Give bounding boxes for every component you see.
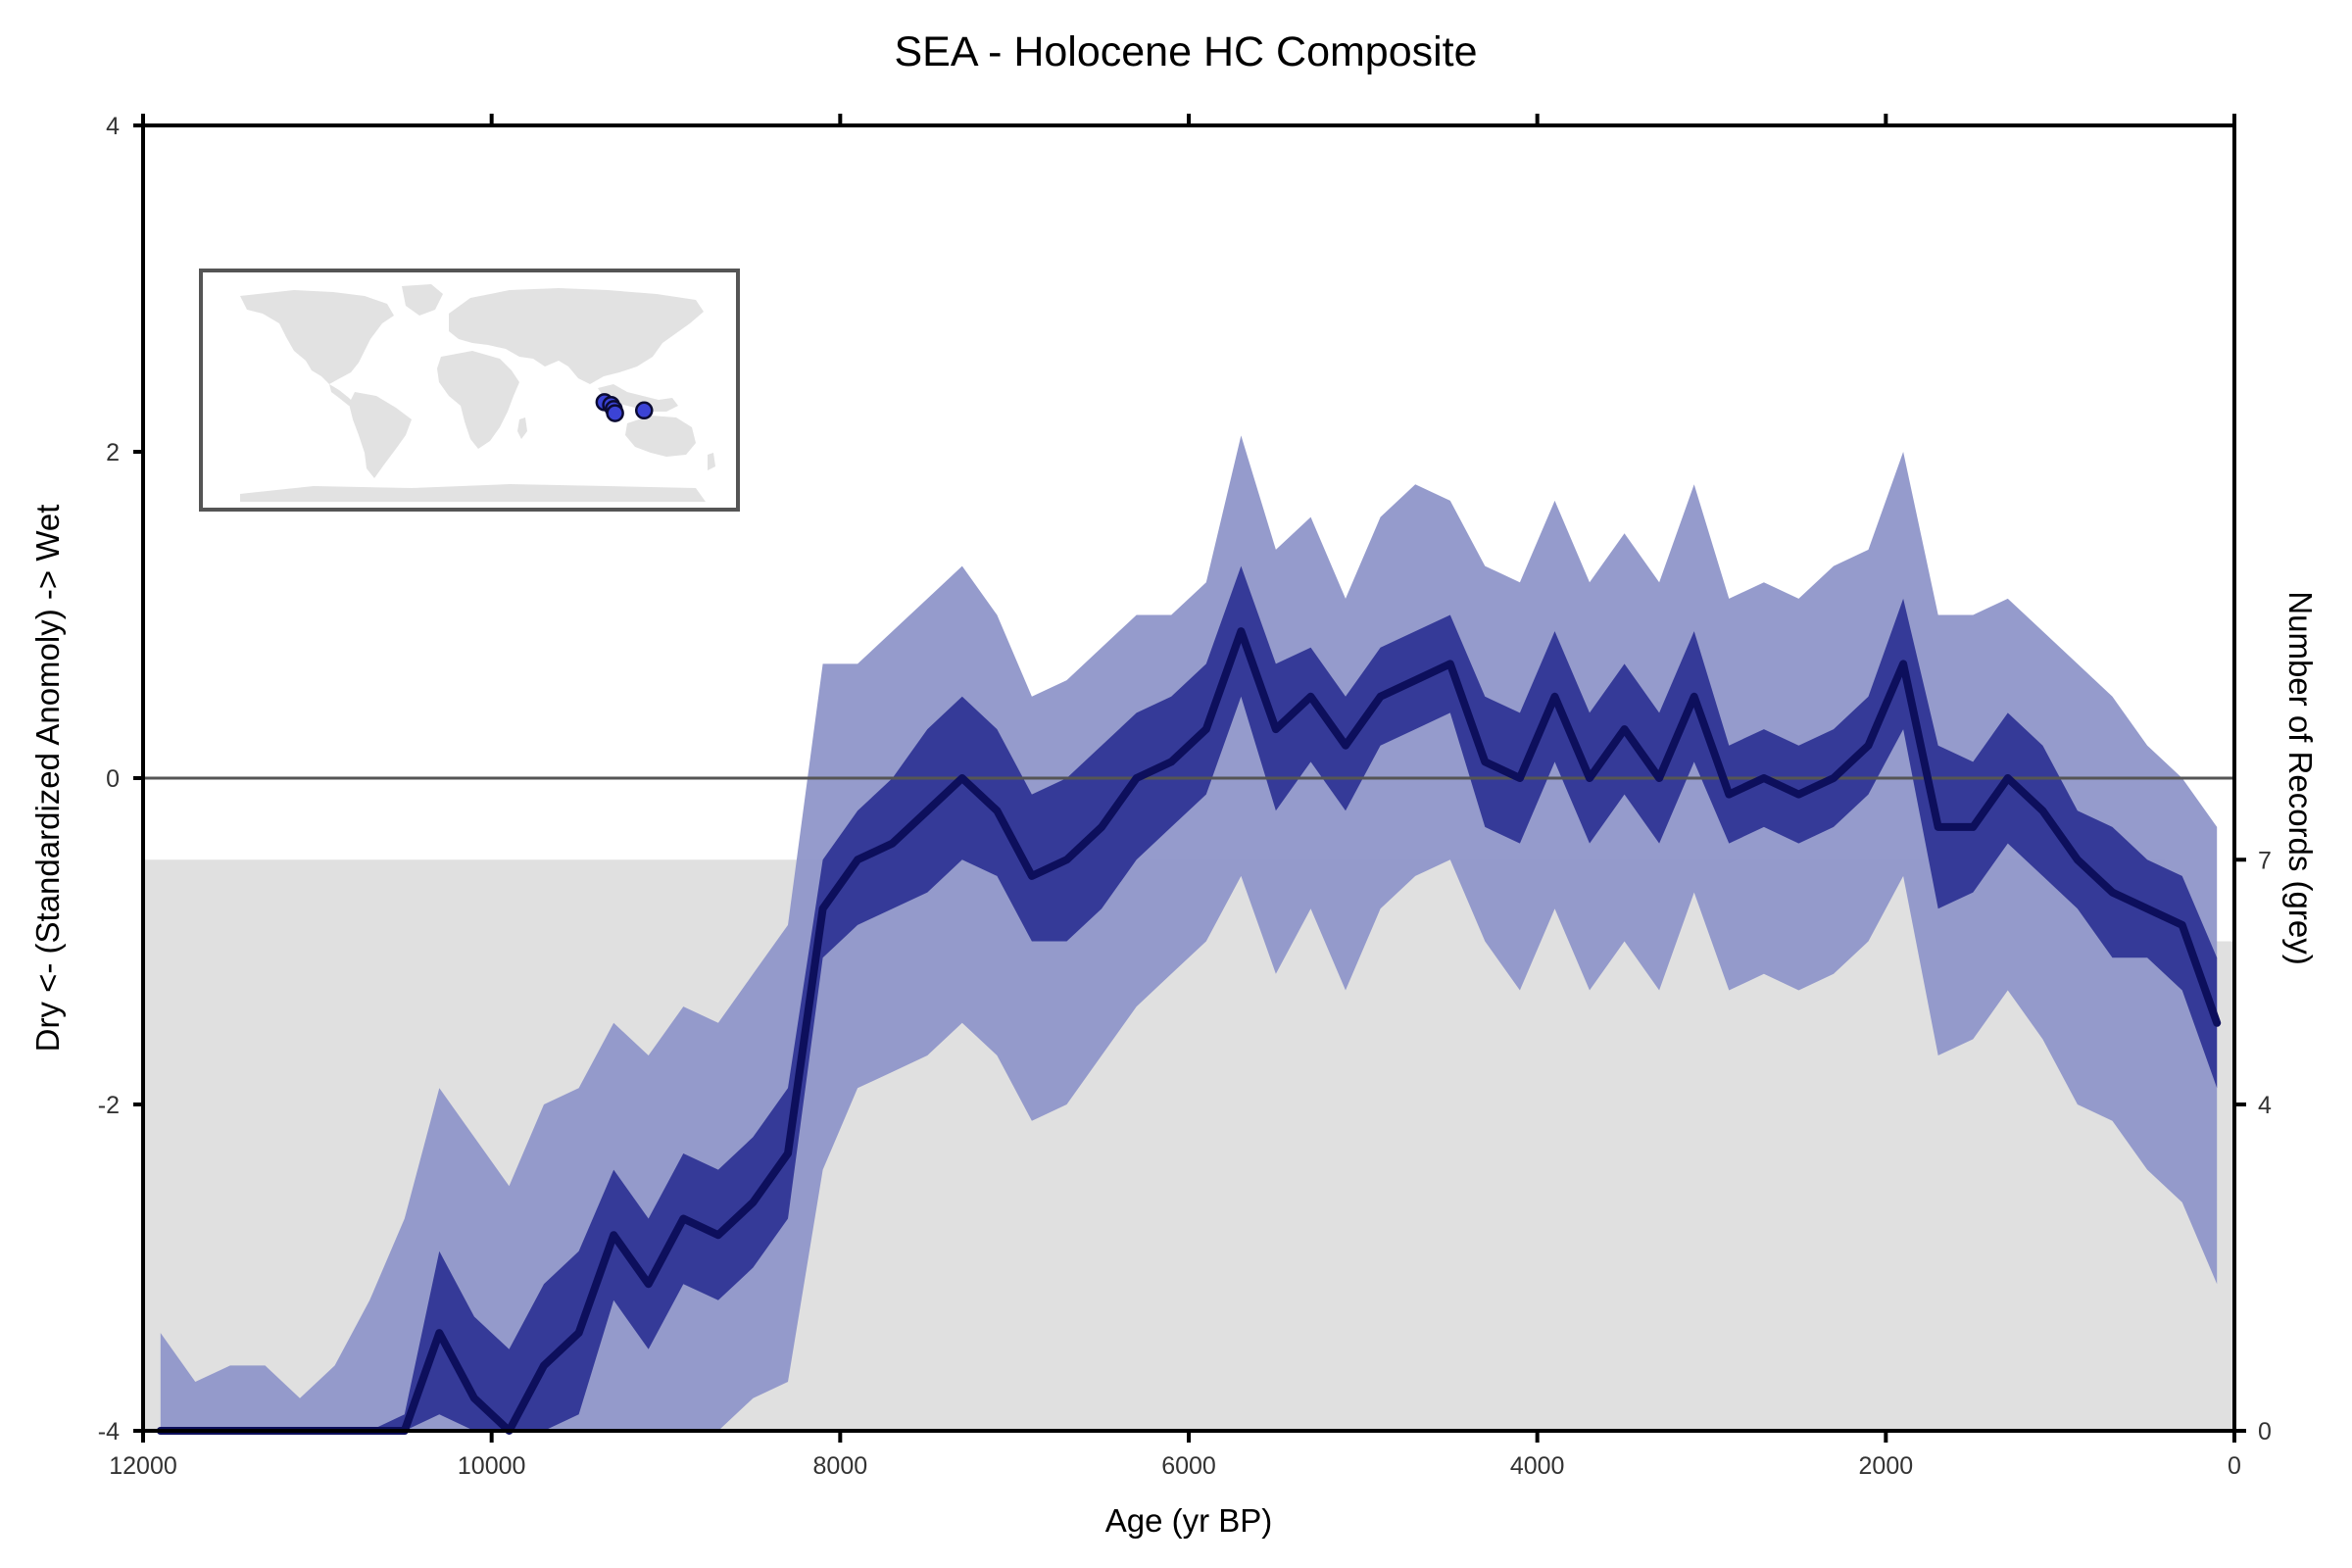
- x-tick-label: 4000: [1510, 1452, 1565, 1480]
- land-masses: [240, 284, 715, 502]
- land-madagascar: [517, 417, 527, 439]
- x-tick-label: 6000: [1161, 1452, 1216, 1480]
- y-tick-label: -2: [98, 1092, 120, 1119]
- land-central-america: [329, 384, 355, 406]
- x-tick-label: 10000: [458, 1452, 526, 1480]
- y-axis: -4 -2 0 2 4: [98, 113, 143, 1446]
- x-tick-label: 12000: [109, 1452, 177, 1480]
- x-tick-label: 8000: [813, 1452, 868, 1480]
- inner-band: [160, 565, 2218, 1431]
- median-line: [156, 627, 2222, 1435]
- y2-tick-label: 4: [2258, 1092, 2272, 1119]
- x-tick-label: 0: [2228, 1452, 2241, 1480]
- land-new-zealand: [708, 453, 715, 470]
- site-markers: [595, 393, 654, 422]
- land-greenland: [402, 284, 443, 316]
- land-africa: [437, 351, 519, 449]
- y2-tick-label: 7: [2258, 847, 2272, 874]
- land-north-america: [240, 290, 394, 384]
- y2-axis-title: Number of Records (grey): [2282, 591, 2319, 964]
- site-marker: [606, 404, 624, 422]
- y-tick-label: 0: [106, 765, 120, 793]
- x-axis-title: Age (yr BP): [1105, 1502, 1273, 1539]
- y-tick-label: -4: [98, 1418, 120, 1446]
- land-australia: [625, 416, 696, 457]
- y2-axis: 0 4 7: [2234, 847, 2272, 1446]
- y-axis-title: Dry <- (Standardized Anomoly) -> Wet: [29, 505, 66, 1053]
- y-tick-label: 4: [106, 113, 120, 140]
- land-europe-asia: [449, 288, 704, 384]
- land-southeast-asia: [598, 384, 678, 412]
- y2-tick-label: 0: [2258, 1418, 2272, 1446]
- x-tick-label: 2000: [1859, 1452, 1914, 1480]
- x-axis: 12000 10000 8000 6000 4000 2000 0: [109, 1431, 2241, 1480]
- chart-title: SEA - Holocene HC Composite: [894, 28, 1477, 75]
- site-marker: [635, 401, 654, 420]
- inset-map: [199, 269, 740, 512]
- land-antarctica: [240, 484, 706, 502]
- y-tick-label: 2: [106, 439, 120, 466]
- land-south-america: [349, 392, 412, 478]
- plot-area: [141, 123, 2236, 1435]
